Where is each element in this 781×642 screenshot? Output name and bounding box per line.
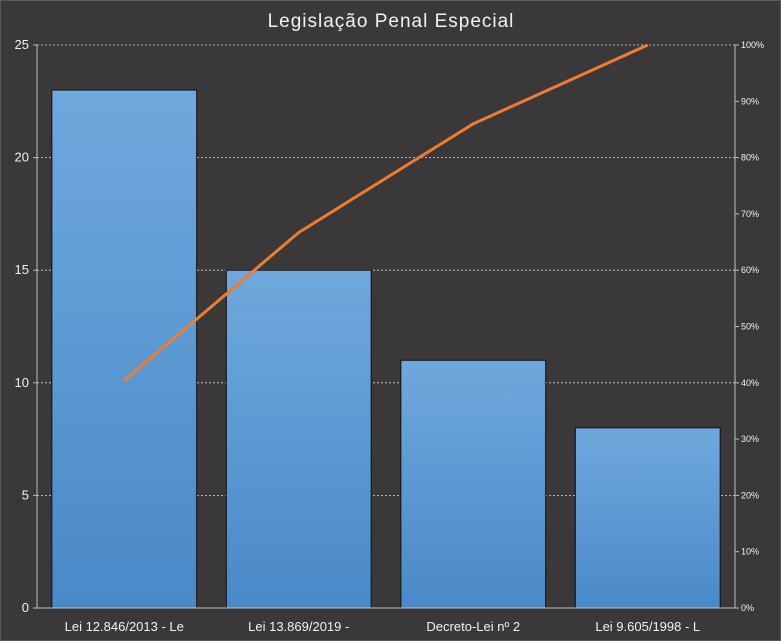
y2-tick-label: 100% <box>741 40 764 50</box>
y2-tick-label: 70% <box>741 209 759 219</box>
axes: 0 5 10 15 20 25 0% 10% 20% 30% 40% 50% 60% 70% 80% 90% 1… <box>15 37 765 634</box>
y-tick-label: 0 <box>22 600 29 615</box>
y2-tick-label: 40% <box>741 378 759 388</box>
y2-tick-label: 90% <box>741 96 759 106</box>
y2-tick-label: 30% <box>741 434 759 444</box>
chart-title: Legislação Penal Especial <box>268 11 515 32</box>
bar <box>400 359 547 609</box>
y-tick-label: 15 <box>15 262 29 277</box>
y-tick-label: 10 <box>15 375 29 390</box>
bar <box>225 269 372 609</box>
x-tick-label: Lei 9.605/1998 - L <box>595 619 700 634</box>
x-tick-label: Decreto-Lei nº 2 <box>426 619 520 634</box>
y2-tick-label: 10% <box>741 547 759 557</box>
y2-tick-label: 50% <box>741 322 759 332</box>
x-tick-label: Lei 12.846/2013 - Le <box>65 619 184 634</box>
y2-tick-label: 20% <box>741 490 759 500</box>
bar <box>574 427 721 609</box>
y2-tick-label: 60% <box>741 265 759 275</box>
cumulative-percent-line <box>123 43 649 382</box>
cumulative-line <box>123 43 649 382</box>
bars <box>51 89 721 609</box>
y-tick-label: 20 <box>15 150 29 165</box>
bar <box>51 89 198 609</box>
y-tick-label: 5 <box>22 487 29 502</box>
y2-tick-label: 80% <box>741 153 759 163</box>
y2-tick-label: 0% <box>741 603 754 613</box>
x-tick-label: Lei 13.869/2019 - <box>248 619 349 634</box>
y-tick-label: 25 <box>15 37 29 52</box>
